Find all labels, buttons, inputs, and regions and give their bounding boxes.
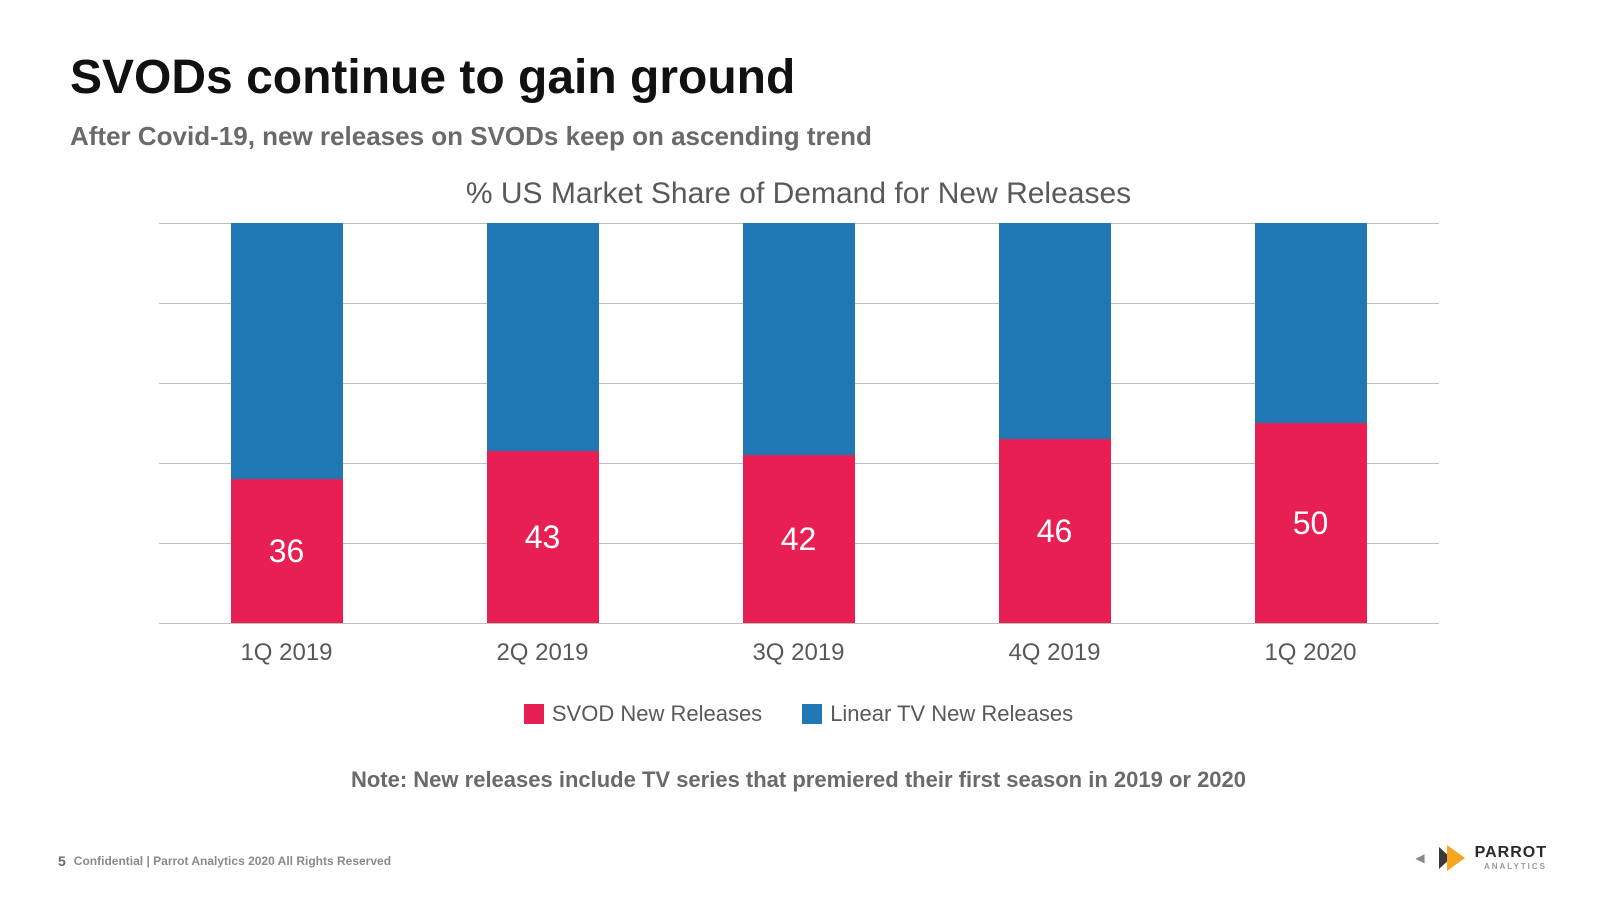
legend-label: SVOD New Releases xyxy=(552,701,762,727)
chart-title: % US Market Share of Demand for New Rele… xyxy=(159,177,1439,211)
legend-swatch xyxy=(802,704,822,724)
bar: 42 xyxy=(743,223,855,623)
bar-column: 36 xyxy=(231,223,343,623)
x-axis-label: 1Q 2020 xyxy=(1255,639,1367,667)
x-axis-label: 1Q 2019 xyxy=(231,639,343,667)
bar-value-label: 50 xyxy=(1293,505,1329,542)
legend-item: SVOD New Releases xyxy=(524,701,762,727)
bar-segment-svod: 46 xyxy=(999,439,1111,623)
bar-segment-linear xyxy=(487,223,599,451)
bar-value-label: 42 xyxy=(781,521,817,558)
bar-value-label: 36 xyxy=(269,533,305,570)
gridline xyxy=(159,623,1439,624)
chart-x-axis: 1Q 2019 2Q 2019 3Q 2019 4Q 2019 1Q 2020 xyxy=(159,639,1439,667)
logo-main-text: PARROT xyxy=(1475,845,1547,861)
logo-sub-text: ANALYTICS xyxy=(1475,863,1547,871)
bar: 50 xyxy=(1255,223,1367,623)
note-text: Note: New releases include TV series tha… xyxy=(70,767,1527,793)
bar-column: 43 xyxy=(487,223,599,623)
chart: % US Market Share of Demand for New Rele… xyxy=(159,177,1439,727)
parrot-icon xyxy=(1437,843,1467,873)
bar-value-label: 43 xyxy=(525,519,561,556)
brand-logo: ◀ PARROT ANALYTICS xyxy=(1415,843,1547,873)
bar-column: 50 xyxy=(1255,223,1367,623)
bar-column: 46 xyxy=(999,223,1111,623)
slide: SVODs continue to gain ground After Covi… xyxy=(0,0,1597,899)
x-axis-label: 4Q 2019 xyxy=(999,639,1111,667)
footer-text: Confidential | Parrot Analytics 2020 All… xyxy=(74,854,391,868)
chevron-left-icon: ◀ xyxy=(1415,851,1424,865)
bar-column: 42 xyxy=(743,223,855,623)
page-number: 5 xyxy=(58,853,66,869)
footer: 5 Confidential | Parrot Analytics 2020 A… xyxy=(58,853,391,869)
chart-legend: SVOD New Releases Linear TV New Releases xyxy=(159,701,1439,727)
legend-label: Linear TV New Releases xyxy=(830,701,1073,727)
bar-segment-svod: 43 xyxy=(487,451,599,623)
x-axis-label: 2Q 2019 xyxy=(487,639,599,667)
chart-plot-area: 36 43 42 46 50 xyxy=(159,223,1439,623)
bar-segment-linear xyxy=(743,223,855,455)
bar-segment-svod: 50 xyxy=(1255,423,1367,623)
page-title: SVODs continue to gain ground xyxy=(70,50,1527,105)
bar: 36 xyxy=(231,223,343,623)
legend-swatch xyxy=(524,704,544,724)
bar-segment-svod: 42 xyxy=(743,455,855,623)
x-axis-label: 3Q 2019 xyxy=(743,639,855,667)
bar-segment-linear xyxy=(999,223,1111,439)
logo-text: PARROT ANALYTICS xyxy=(1475,845,1547,871)
bar-segment-linear xyxy=(1255,223,1367,423)
legend-item: Linear TV New Releases xyxy=(802,701,1073,727)
bar-segment-svod: 36 xyxy=(231,479,343,623)
chart-bars: 36 43 42 46 50 xyxy=(159,223,1439,623)
bar: 43 xyxy=(487,223,599,623)
subtitle: After Covid-19, new releases on SVODs ke… xyxy=(70,121,1527,152)
bar-value-label: 46 xyxy=(1037,513,1073,550)
bar-segment-linear xyxy=(231,223,343,479)
bar: 46 xyxy=(999,223,1111,623)
